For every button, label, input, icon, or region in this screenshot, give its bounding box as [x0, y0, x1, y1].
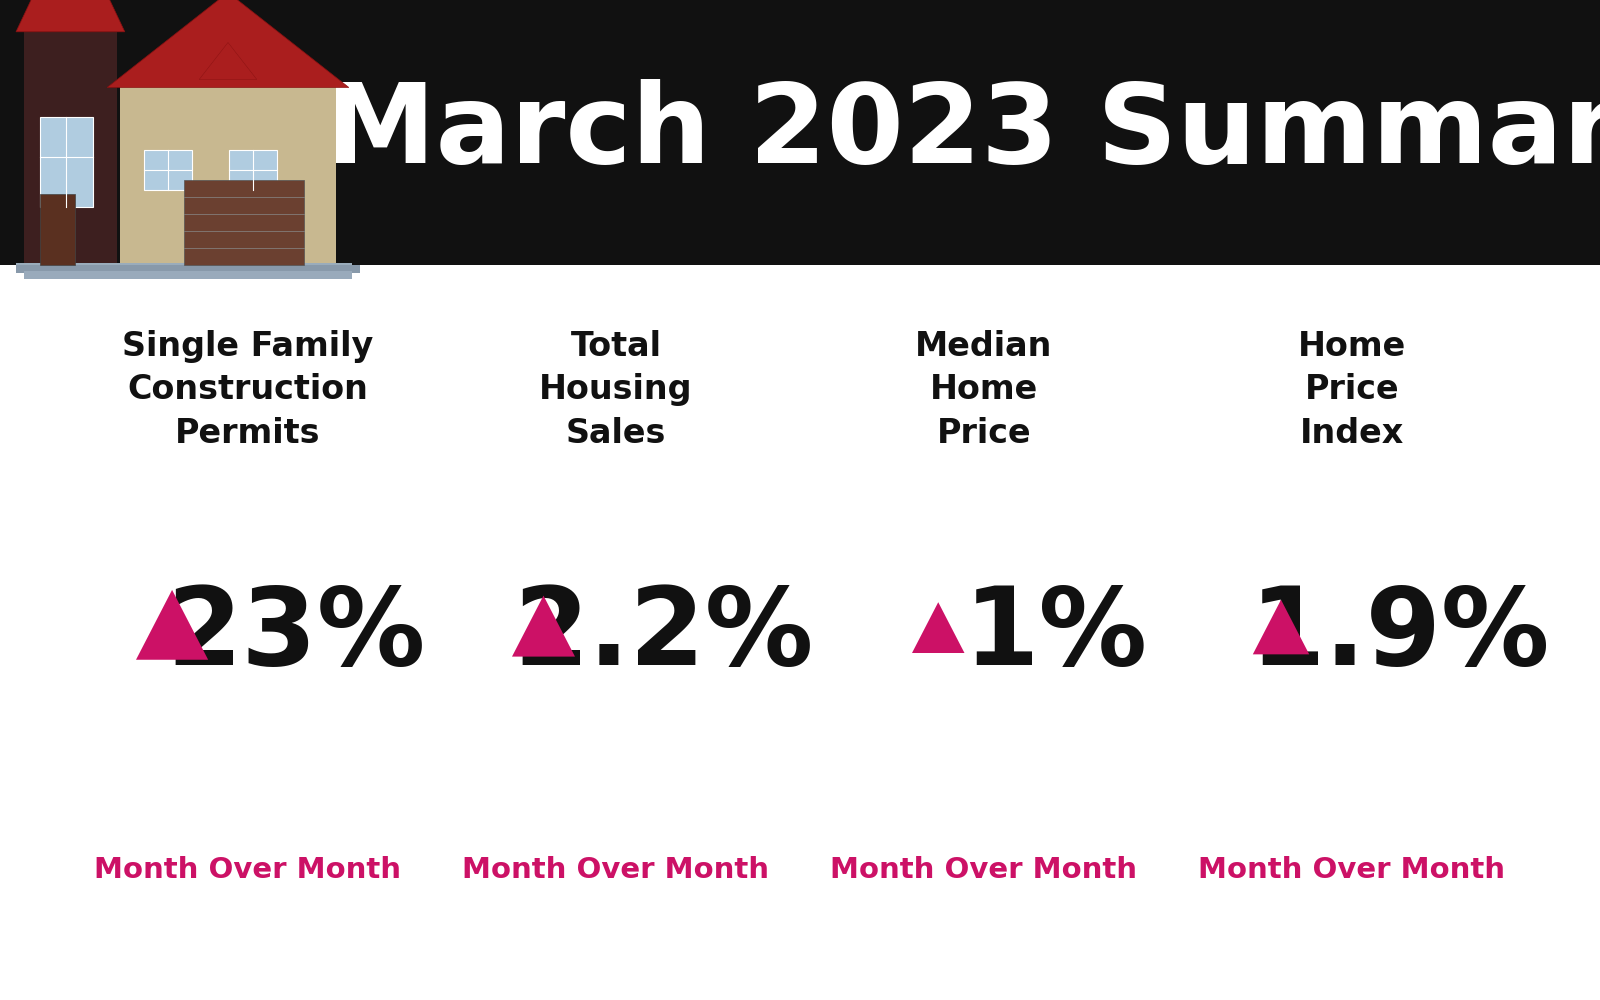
- Text: Month Over Month: Month Over Month: [1198, 856, 1506, 884]
- FancyBboxPatch shape: [229, 150, 277, 190]
- Text: 2.2%: 2.2%: [514, 582, 814, 688]
- FancyBboxPatch shape: [16, 265, 360, 273]
- FancyBboxPatch shape: [184, 180, 304, 265]
- Polygon shape: [200, 42, 256, 79]
- Polygon shape: [136, 590, 208, 660]
- Polygon shape: [912, 602, 965, 653]
- FancyBboxPatch shape: [24, 271, 352, 279]
- Polygon shape: [512, 596, 574, 657]
- Polygon shape: [16, 0, 125, 32]
- FancyBboxPatch shape: [0, 0, 1600, 265]
- Text: Home
Price
Index: Home Price Index: [1298, 330, 1406, 450]
- Text: Month Over Month: Month Over Month: [830, 856, 1138, 884]
- FancyBboxPatch shape: [40, 194, 75, 265]
- Text: 1.9%: 1.9%: [1250, 582, 1550, 688]
- Text: Month Over Month: Month Over Month: [94, 856, 402, 884]
- Text: Month Over Month: Month Over Month: [462, 856, 770, 884]
- FancyBboxPatch shape: [144, 150, 192, 190]
- FancyBboxPatch shape: [16, 263, 352, 273]
- Text: Median
Home
Price: Median Home Price: [915, 330, 1053, 450]
- Text: 23%: 23%: [166, 582, 426, 688]
- Polygon shape: [1253, 600, 1309, 654]
- Polygon shape: [107, 0, 349, 87]
- FancyBboxPatch shape: [24, 32, 117, 265]
- Text: Single Family
Construction
Permits: Single Family Construction Permits: [122, 330, 374, 450]
- Text: Total
Housing
Sales: Total Housing Sales: [539, 330, 693, 450]
- FancyBboxPatch shape: [40, 117, 93, 207]
- FancyBboxPatch shape: [120, 87, 336, 265]
- Text: March 2023 Summary: March 2023 Summary: [325, 79, 1600, 187]
- Text: 1%: 1%: [963, 582, 1149, 688]
